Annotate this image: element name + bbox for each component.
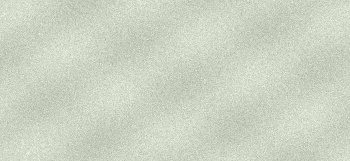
- Text: -92: -92: [201, 94, 215, 103]
- Text: CCl₄(g): CCl₄(g): [120, 81, 150, 90]
- Text: C. +79 kJ: C. +79 kJ: [59, 125, 98, 134]
- Text: -96: -96: [201, 81, 215, 90]
- Text: B. -389 kJ: B. -389 kJ: [59, 114, 100, 123]
- Text: D. +113 kJ: D. +113 kJ: [59, 136, 105, 145]
- Text: A. -71 kJ: A. -71 kJ: [59, 103, 94, 112]
- Text: Use the information provided to determine ΔH°rxn for the following reaction:: Use the information provided to determin…: [47, 24, 350, 33]
- Text: -75: -75: [201, 68, 215, 77]
- Text: CH₄(g) + 4 Cl₂(g) → CCl₄(g) + 4 HCl(g)   ΔH°rxn = ?: CH₄(g) + 4 Cl₂(g) → CCl₄(g) + 4 HCl(g) Δ…: [47, 38, 267, 47]
- Text: CH₄(g): CH₄(g): [120, 68, 148, 77]
- Text: ΔH°f (kJ/mol): ΔH°f (kJ/mol): [152, 53, 207, 62]
- Text: HCl(g): HCl(g): [120, 94, 147, 103]
- Text: E. -113 kJ: E. -113 kJ: [59, 146, 99, 155]
